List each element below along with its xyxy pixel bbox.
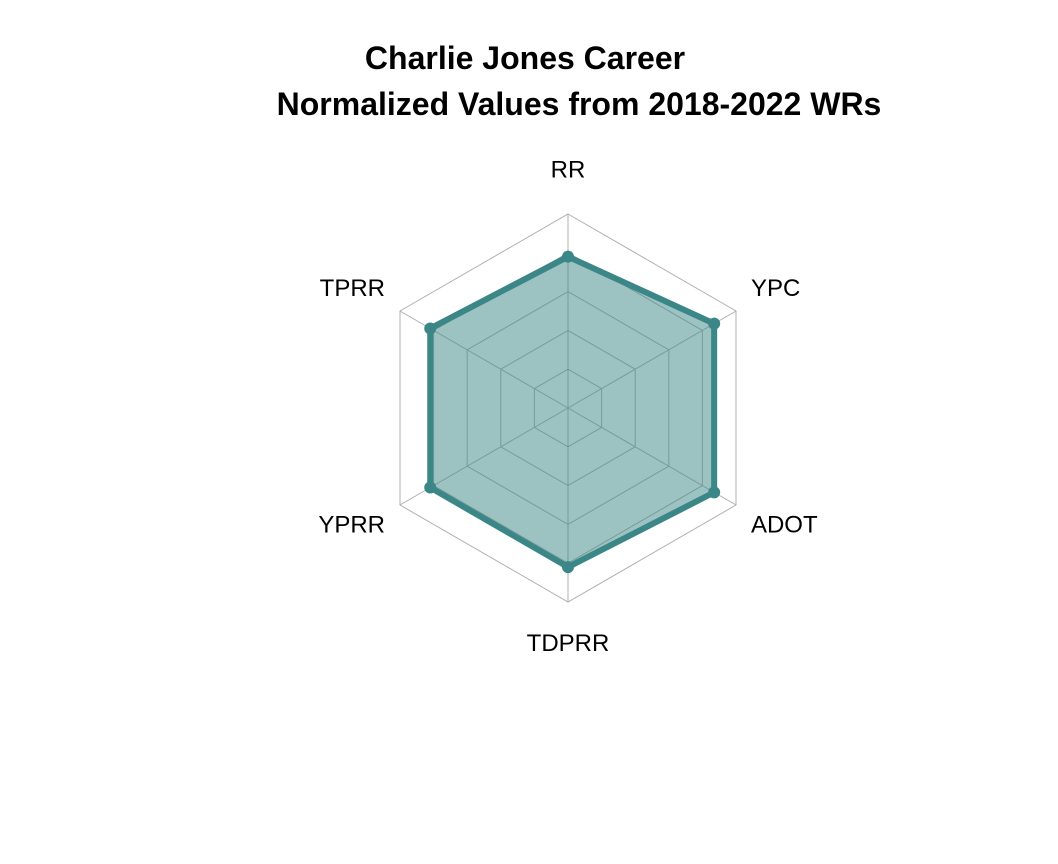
- data-point-adot: [708, 486, 721, 499]
- data-point-yprr: [424, 481, 437, 494]
- axis-label-rr: RR: [551, 157, 586, 184]
- series-polygon-0: [427, 253, 718, 571]
- axis-label-ypc: YPC: [751, 275, 800, 302]
- axis-label-yprr: YPRR: [318, 512, 385, 539]
- axis-label-tdprr: TDPRR: [527, 630, 610, 657]
- data-point-rr: [562, 250, 574, 263]
- axis-label-adot: ADOT: [751, 512, 818, 539]
- data-point-tdprr: [562, 561, 574, 574]
- chart-title-line-1: Charlie Jones Career: [364, 40, 686, 76]
- data-point-tprr: [424, 322, 437, 335]
- axis-label-tprr: TPRR: [320, 275, 385, 302]
- chart-title-line-2: Normalized Values from 2018-2022 WRs: [276, 86, 882, 122]
- data-point-ypc: [708, 317, 721, 330]
